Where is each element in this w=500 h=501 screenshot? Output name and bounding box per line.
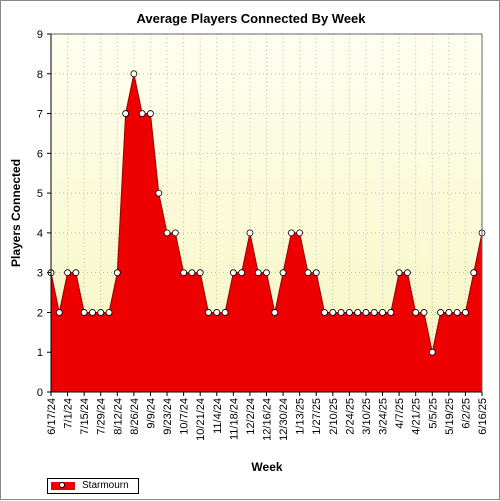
y-tick-label: 4 [37, 228, 43, 240]
data-point [147, 110, 154, 117]
data-point [287, 229, 295, 237]
x-tick-label: 8/12/24 [112, 398, 124, 435]
data-point [138, 110, 146, 117]
x-tick-label: 3/10/25 [361, 398, 373, 435]
data-point [55, 309, 63, 316]
data-point [412, 309, 420, 316]
x-tick-label: 6/2/25 [460, 398, 472, 429]
data-point [395, 269, 403, 277]
x-tick-label: 4/7/25 [394, 398, 406, 429]
data-point [271, 309, 279, 316]
x-tick-label: 12/30/24 [278, 398, 290, 441]
x-tick-label: 11/18/24 [228, 398, 240, 440]
data-point [345, 309, 353, 316]
x-tick-labels: 6/17/24 7/1/24 7/15/24 7/29/24 8/12/24 8/26/2… [46, 392, 489, 441]
data-point [354, 309, 362, 316]
data-point [437, 309, 444, 316]
x-tick-label: 7/29/24 [96, 398, 108, 435]
data-point [453, 309, 461, 316]
data-point [163, 229, 171, 237]
x-tick-label: 1/27/25 [311, 398, 323, 435]
data-point [122, 110, 129, 117]
data-point [130, 70, 138, 78]
y-tick-label: 0 [37, 387, 43, 399]
data-point [80, 309, 88, 316]
x-tick-label: 2/24/25 [344, 398, 356, 435]
x-tick-label: 9/23/24 [162, 398, 174, 435]
data-point [387, 309, 395, 316]
x-tick-label: 5/19/25 [444, 398, 456, 435]
x-tick-label: 10/21/24 [195, 398, 207, 441]
x-tick-label: 7/1/24 [63, 398, 75, 429]
data-point [155, 189, 163, 197]
legend-label: Starmourn [82, 480, 129, 491]
data-point [379, 309, 386, 316]
data-point [312, 269, 320, 277]
x-tick-label: 2/10/25 [328, 398, 340, 435]
x-tick-label: 12/2/24 [245, 398, 257, 435]
data-point [254, 269, 262, 277]
x-tick-label: 10/7/24 [179, 398, 191, 435]
data-point [205, 309, 212, 316]
data-point [89, 309, 96, 316]
data-point [420, 309, 428, 316]
series-layer [47, 70, 486, 393]
data-point [213, 309, 221, 316]
data-point [221, 309, 229, 316]
data-point [180, 269, 188, 277]
data-point [404, 269, 411, 277]
data-point [279, 269, 287, 277]
data-point [72, 269, 80, 277]
legend-marker [59, 482, 65, 488]
data-point [105, 309, 113, 316]
data-point [362, 309, 370, 316]
y-tick-label: 9 [37, 29, 43, 41]
data-point [97, 309, 105, 316]
x-tick-label: 5/5/25 [427, 398, 439, 429]
data-point [171, 229, 179, 237]
x-tick-label: 6/16/25 [477, 398, 489, 435]
x-tick-label: 6/17/24 [46, 398, 58, 435]
data-point [329, 309, 337, 316]
y-tick-label: 5 [37, 188, 43, 200]
data-point [470, 269, 478, 277]
data-point [196, 269, 204, 277]
y-tick-label: 3 [37, 268, 43, 280]
y-tick-label: 8 [37, 69, 43, 81]
y-axis-title: Players Connected [9, 159, 23, 267]
x-tick-label: 8/26/24 [129, 398, 141, 435]
data-point [462, 309, 469, 316]
data-point [428, 348, 436, 356]
data-point [337, 309, 345, 316]
data-point [64, 269, 71, 277]
data-point [304, 269, 312, 277]
data-point [188, 269, 196, 277]
x-tick-label: 1/13/25 [295, 398, 307, 435]
legend: Starmourn [47, 478, 139, 494]
x-tick-label: 11/4/24 [212, 398, 224, 434]
y-tick-label: 1 [37, 347, 43, 359]
data-point [370, 309, 378, 316]
chart-title: Average Players Connected By Week [136, 11, 366, 26]
x-tick-label: 12/16/24 [262, 398, 274, 441]
data-point [238, 269, 246, 277]
x-tick-label: 7/15/24 [79, 398, 91, 435]
data-point [445, 309, 453, 316]
y-tick-labels: 0 1 2 3 4 5 6 7 8 9 [37, 29, 51, 399]
x-axis-title: Week [251, 460, 282, 474]
x-tick-label: 9/9/24 [145, 398, 157, 429]
y-tick-label: 2 [37, 307, 43, 319]
data-point [296, 229, 304, 237]
data-point [229, 269, 237, 277]
y-tick-label: 6 [37, 148, 43, 160]
data-point [113, 269, 121, 277]
data-point [263, 269, 270, 277]
x-tick-label: 4/21/25 [411, 398, 423, 435]
data-point [246, 229, 254, 237]
y-tick-label: 7 [37, 109, 43, 121]
data-point [321, 309, 328, 316]
x-tick-label: 3/24/25 [378, 398, 390, 435]
